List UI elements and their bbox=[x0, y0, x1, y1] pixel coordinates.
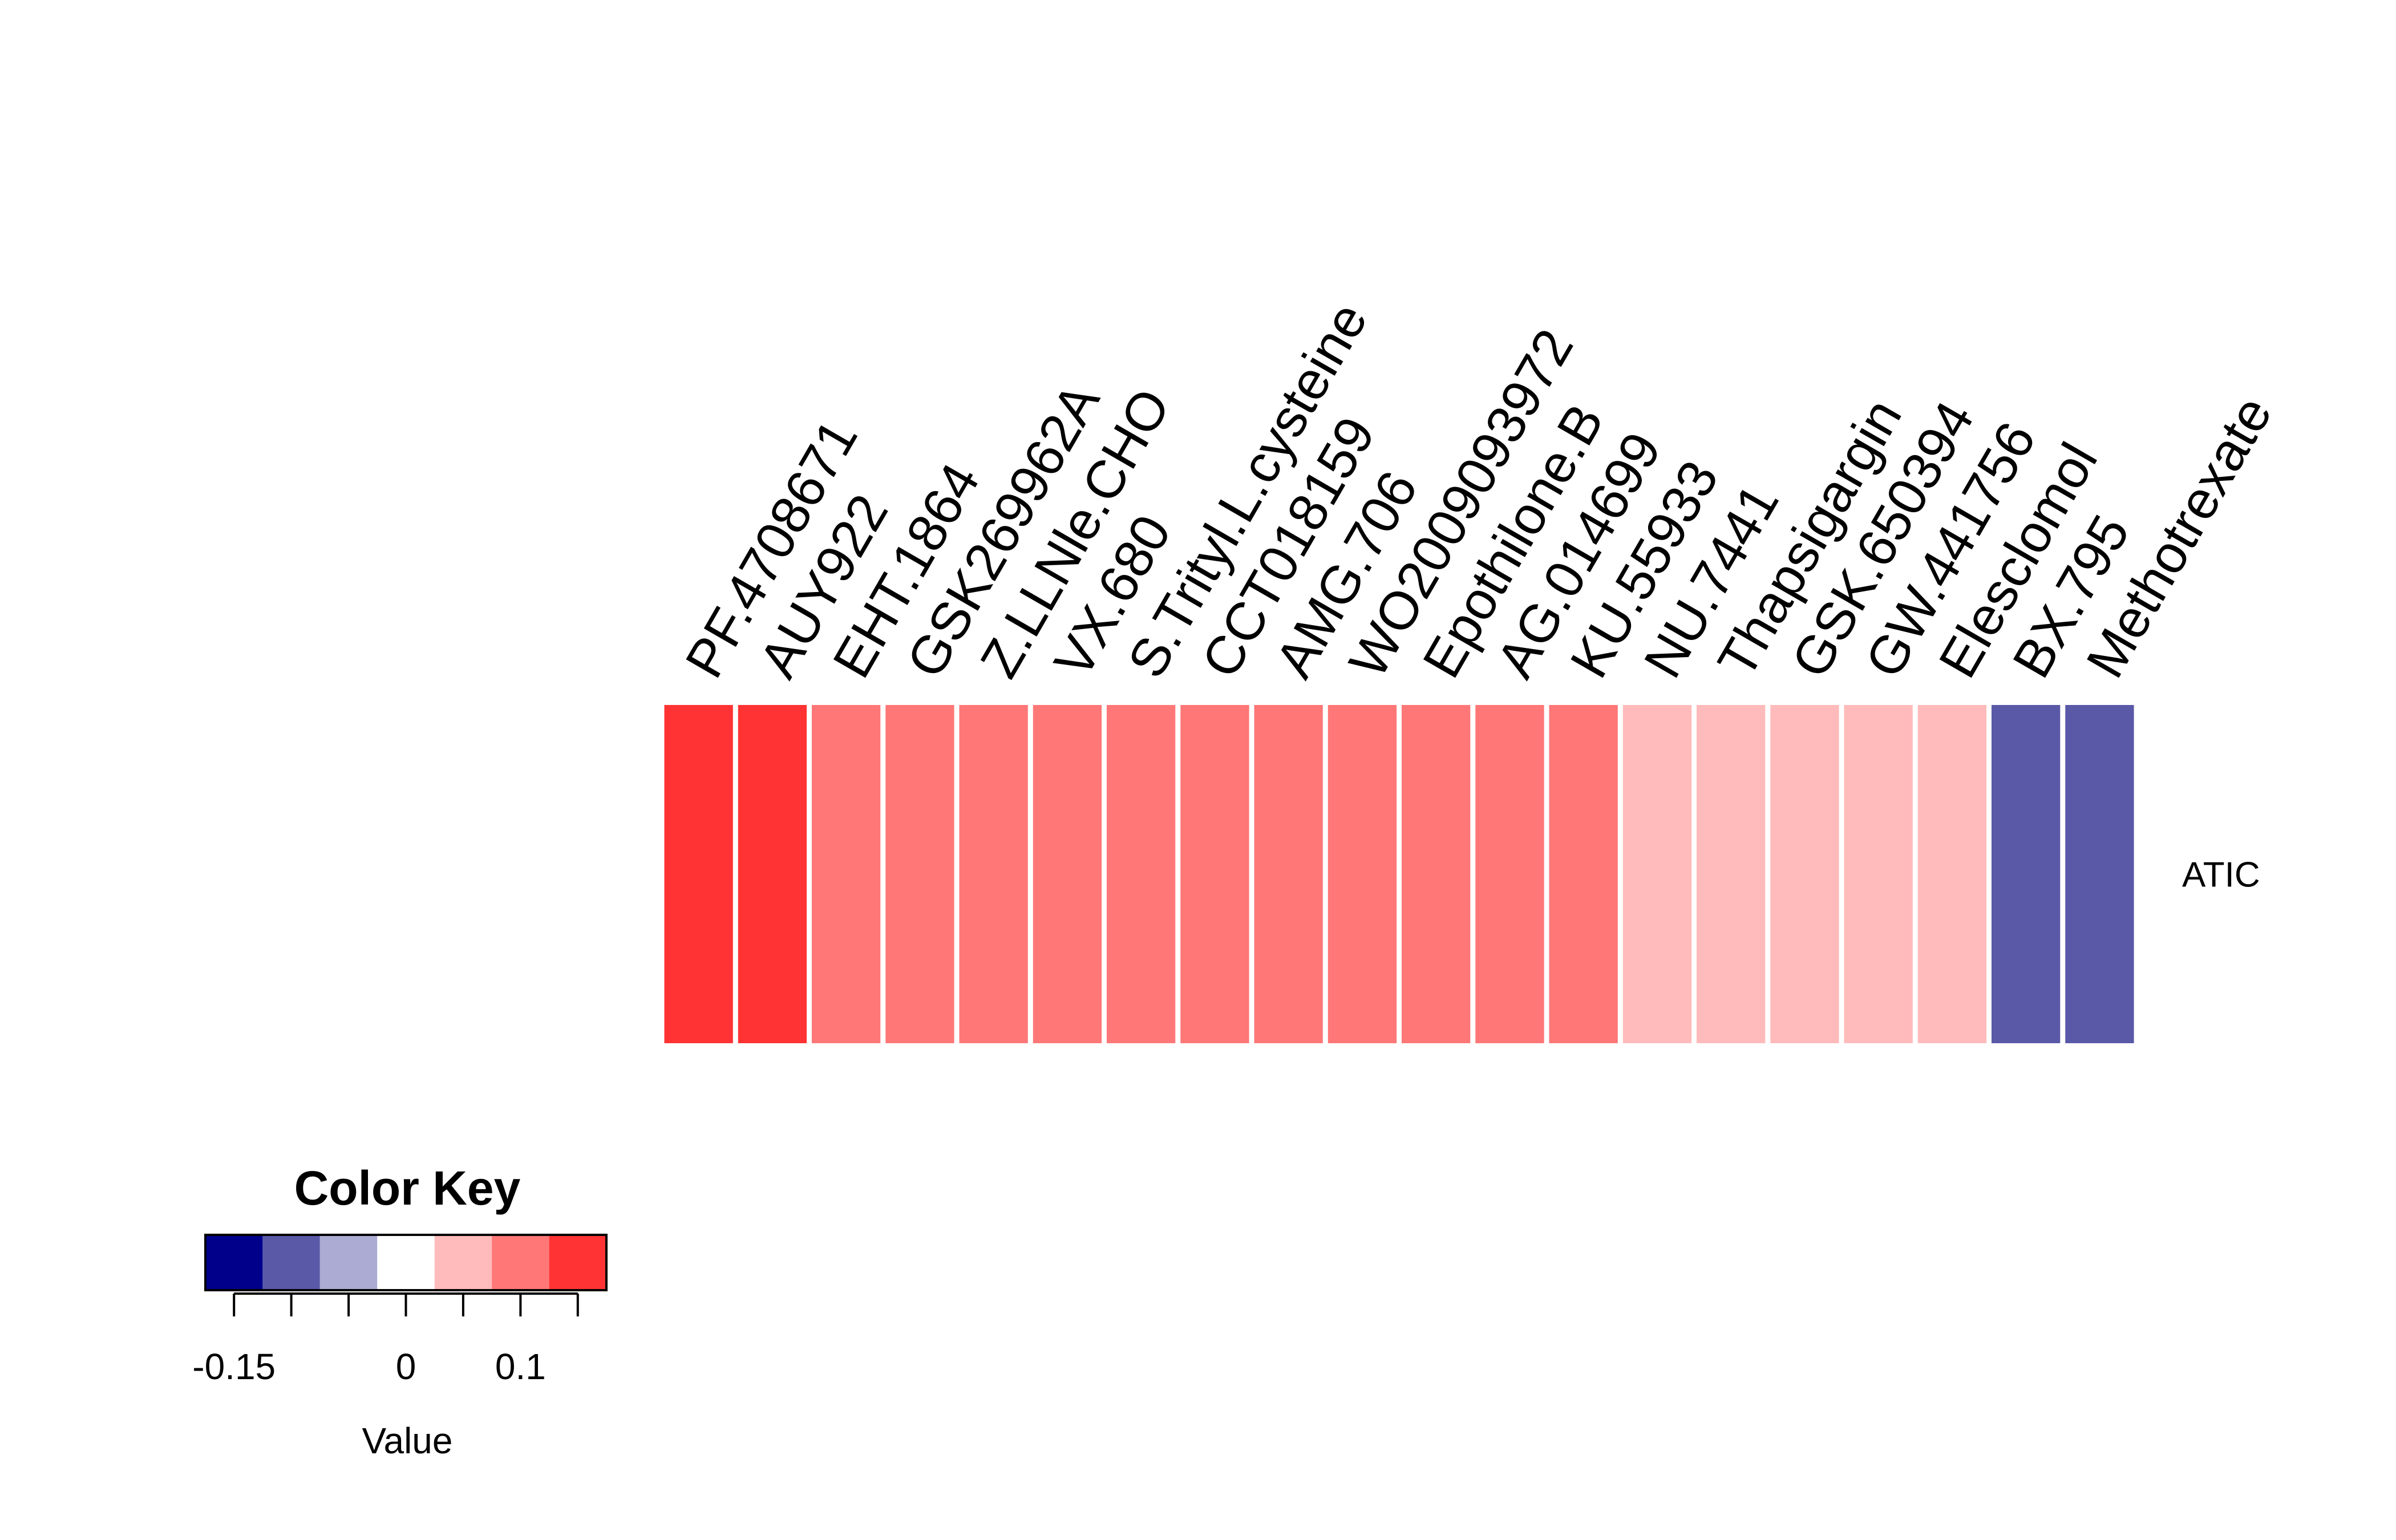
color-key: Color Key -0.15 0 0.1 Value bbox=[192, 1161, 608, 1461]
heatmap-cell-thapsigargin bbox=[1697, 705, 1766, 1043]
heatmap-cell-elesclomol bbox=[1917, 705, 1987, 1043]
heatmap-cells bbox=[664, 705, 2134, 1043]
heatmap-cell-auy922 bbox=[738, 705, 807, 1043]
heatmap-cell-amg-706 bbox=[1254, 705, 1323, 1043]
heatmap-cell-gw-441756 bbox=[1844, 705, 1913, 1043]
color-key-axis-label: Value bbox=[362, 1420, 453, 1461]
color-key-title: Color Key bbox=[294, 1161, 521, 1215]
heatmap-cell-cct018159 bbox=[1180, 705, 1249, 1043]
color-key-swatch bbox=[262, 1235, 320, 1290]
heatmap-cell-ag-014699 bbox=[1475, 705, 1544, 1043]
color-key-swatch bbox=[434, 1235, 492, 1290]
heatmap-cell-eht-1864 bbox=[812, 705, 881, 1043]
color-key-swatch bbox=[377, 1235, 435, 1290]
heatmap-cell-vx-680 bbox=[1033, 705, 1102, 1043]
color-key-swatch bbox=[492, 1235, 549, 1290]
color-key-tick-label: -0.15 bbox=[192, 1346, 276, 1387]
row-labels: ATIC bbox=[2182, 856, 2260, 895]
heatmap-cell-wo2009093972 bbox=[1327, 705, 1397, 1043]
color-key-tick-label: 0.1 bbox=[495, 1346, 546, 1387]
heatmap-cell-nu-7441 bbox=[1622, 705, 1692, 1043]
color-key-ticks: -0.15 0 0.1 bbox=[192, 1292, 579, 1387]
heatmap-cell-gsk269962a bbox=[885, 705, 954, 1043]
color-key-swatch bbox=[549, 1235, 606, 1290]
color-key-swatches bbox=[204, 1234, 608, 1291]
color-key-swatch bbox=[205, 1235, 263, 1290]
heatmap-cell-methotrexate bbox=[2065, 705, 2134, 1043]
heatmap-cell-gsk-650394 bbox=[1770, 705, 1839, 1043]
color-key-swatch bbox=[319, 1235, 378, 1290]
heatmap-cell-bx-795 bbox=[1992, 705, 2061, 1043]
heatmap-cell-ku-55933 bbox=[1549, 705, 1618, 1043]
heatmap-cell-z-llnle-cho bbox=[959, 705, 1028, 1043]
column-labels: PF.4708671AUY922EHT.1864GSK269962AZ.LLNl… bbox=[674, 293, 2283, 687]
color-key-tick-label: 0 bbox=[396, 1346, 416, 1387]
heatmap-cell-pf-4708671 bbox=[664, 705, 733, 1043]
heatmap-cell-epothilone-b bbox=[1402, 705, 1471, 1043]
row-label: ATIC bbox=[2182, 856, 2260, 895]
heatmap-cell-s-trityl-l-cysteine bbox=[1107, 705, 1176, 1043]
color-key-border bbox=[204, 1234, 608, 1291]
